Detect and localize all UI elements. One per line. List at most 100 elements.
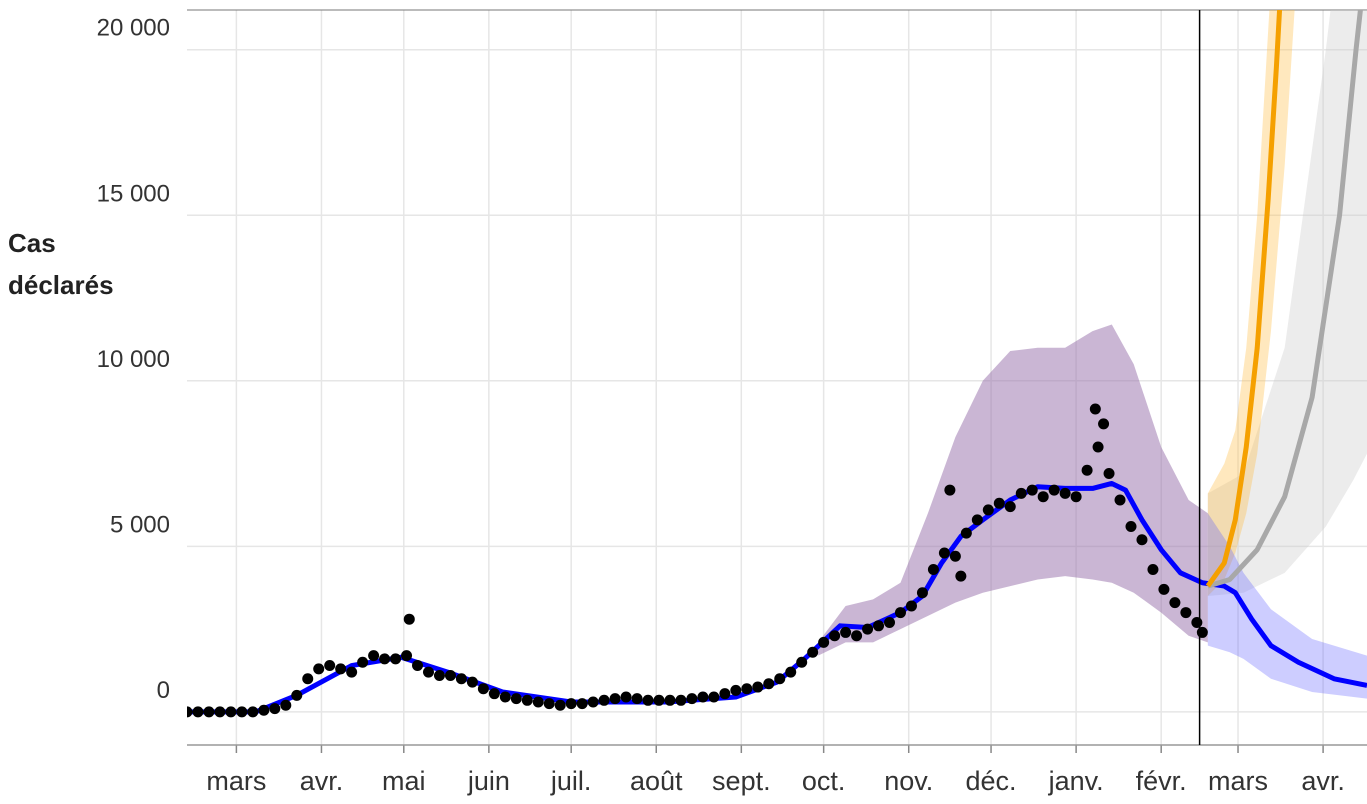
data-point (1169, 597, 1181, 609)
data-point (1147, 564, 1159, 576)
x-tick-label: mai (382, 766, 426, 796)
data-point (697, 691, 709, 703)
data-point (1191, 617, 1203, 628)
y-tick-label: 5 000 (110, 511, 170, 538)
data-point (598, 694, 610, 706)
data-point (214, 706, 226, 718)
data-point (554, 699, 566, 711)
data-point (346, 666, 358, 678)
data-point (1136, 534, 1148, 546)
confidence-band (818, 324, 1208, 656)
data-point (818, 636, 830, 648)
data-point (938, 547, 950, 559)
x-tick-label: mars (206, 766, 266, 796)
data-point (357, 656, 369, 668)
data-point (433, 669, 445, 681)
data-point (401, 650, 413, 662)
y-axis-label: Cas (8, 228, 56, 258)
data-point (1015, 487, 1027, 499)
data-point (466, 676, 478, 688)
data-point (543, 698, 555, 710)
data-point (752, 681, 764, 693)
trend-line (1207, 10, 1363, 589)
data-point (390, 653, 402, 665)
data-point (258, 704, 270, 716)
confidence-band (1207, 513, 1367, 699)
confidence-band (1207, 10, 1367, 597)
data-point (1196, 626, 1208, 638)
data-point (510, 693, 522, 705)
data-point (664, 694, 676, 706)
x-tick-label: janv. (1048, 766, 1104, 796)
data-point (982, 504, 994, 516)
data-point (532, 696, 544, 708)
data-point (379, 653, 391, 665)
data-point (894, 607, 906, 619)
data-point (576, 698, 588, 710)
data-point (236, 706, 248, 718)
data-point (291, 689, 303, 701)
data-point (884, 617, 896, 628)
x-tick-label: juil. (550, 766, 592, 796)
data-point (741, 683, 753, 695)
data-point (247, 706, 259, 718)
data-point (730, 684, 742, 696)
data-point (719, 688, 731, 700)
data-point (905, 600, 917, 612)
y-tick-label: 0 (157, 677, 170, 704)
data-point (1059, 487, 1071, 499)
data-point (1114, 494, 1126, 506)
data-point (187, 706, 193, 718)
x-tick-label: févr. (1136, 766, 1187, 796)
data-point (403, 613, 415, 625)
data-point (873, 620, 885, 632)
data-point (620, 691, 632, 703)
data-point (944, 484, 956, 496)
data-point (324, 660, 336, 672)
data-point (1004, 501, 1016, 513)
x-tick-label: déc. (966, 766, 1017, 796)
data-point (444, 669, 456, 681)
data-point (675, 694, 687, 706)
data-point (774, 673, 786, 685)
x-tick-label: mars (1208, 766, 1268, 796)
data-point (631, 693, 643, 705)
x-tick-label: avr. (300, 766, 344, 796)
data-point (192, 706, 204, 718)
data-point (1180, 607, 1192, 619)
data-point (488, 688, 500, 700)
data-point (960, 527, 972, 539)
plot-area (187, 10, 1367, 718)
data-point (280, 699, 292, 711)
data-point (796, 656, 808, 668)
data-point (225, 706, 237, 718)
data-point (840, 626, 852, 638)
data-point (1158, 583, 1170, 595)
data-point (313, 663, 325, 675)
data-point (829, 630, 841, 642)
trend-line (1205, 10, 1283, 588)
data-point (971, 514, 983, 526)
data-point (955, 570, 967, 582)
data-point (302, 673, 314, 685)
x-tick-label: oct. (802, 766, 846, 796)
y-tick-label: 15 000 (97, 180, 170, 207)
data-point (686, 693, 698, 705)
data-point (609, 693, 621, 705)
x-tick-label: nov. (884, 766, 933, 796)
data-point (916, 587, 928, 599)
data-point (1081, 464, 1093, 476)
data-point (203, 706, 215, 718)
data-point (499, 691, 511, 703)
x-tick-label: juin (467, 766, 510, 796)
x-tick-label: sept. (712, 766, 771, 796)
data-point (1070, 491, 1082, 503)
data-point (642, 694, 654, 706)
data-point (521, 694, 533, 706)
data-point (335, 663, 347, 675)
data-point (368, 650, 380, 662)
x-tick-label: avr. (1301, 766, 1345, 796)
data-point (1037, 491, 1049, 503)
data-point (993, 497, 1005, 509)
